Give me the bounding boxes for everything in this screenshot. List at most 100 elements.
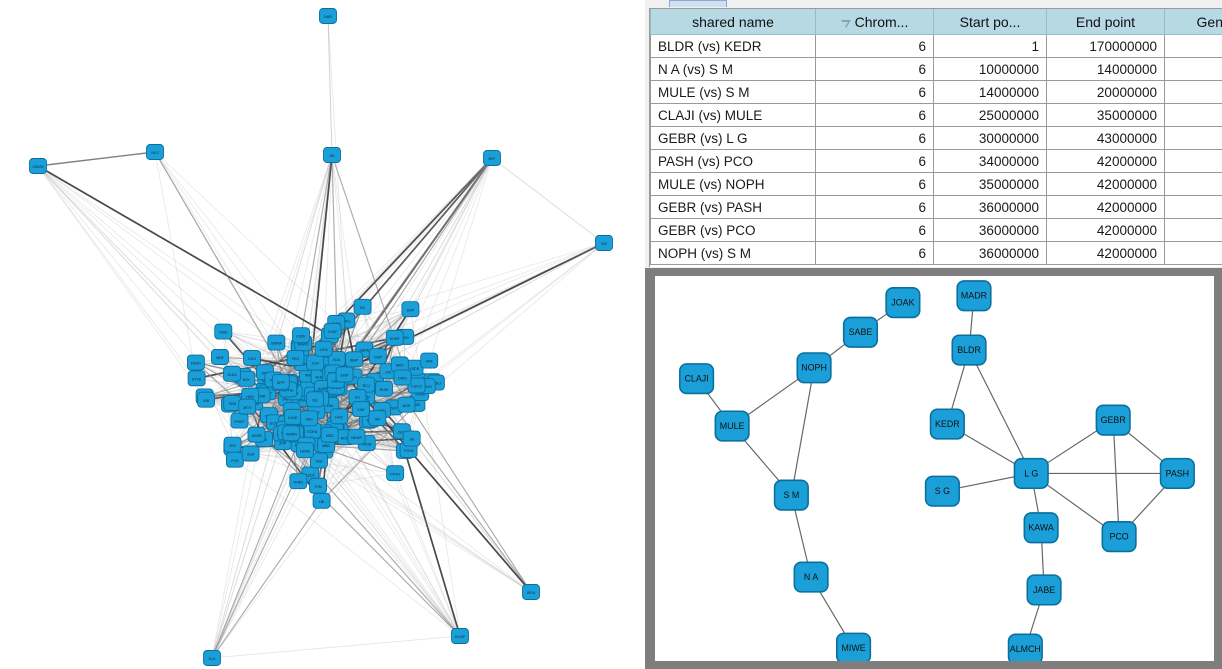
sub-network-node[interactable]: S G: [924, 475, 960, 507]
sub-network-node[interactable]: NOPH: [796, 352, 832, 384]
main-network-edge[interactable]: [295, 434, 532, 593]
table-row[interactable]: MULE (vs) S M614000000200000007.5: [650, 80, 1222, 104]
column-header-shared-name[interactable]: shared name: [650, 9, 816, 35]
cell-start_point[interactable]: 36000000: [933, 241, 1047, 265]
node-shape[interactable]: [187, 370, 206, 387]
main-network-edge[interactable]: [411, 438, 532, 593]
main-network-node[interactable]: FMSD: [186, 354, 205, 371]
cell-start_point[interactable]: 36000000: [933, 218, 1047, 242]
main-network-node[interactable]: NTK: [237, 370, 256, 387]
cell-chromosome[interactable]: 6: [815, 172, 934, 196]
node-shape[interactable]: [214, 323, 233, 340]
node-shape[interactable]: [951, 334, 987, 366]
main-network-edge[interactable]: [211, 385, 417, 659]
node-shape[interactable]: [241, 445, 260, 462]
cell-shared_name[interactable]: CLAJI (vs) MULE: [650, 103, 816, 127]
sub-network-node[interactable]: KEDR: [929, 408, 965, 440]
node-shape[interactable]: [522, 584, 540, 600]
main-network-node[interactable]: JPG: [223, 436, 242, 453]
main-network-edge[interactable]: [345, 157, 493, 321]
main-network-edge[interactable]: [154, 151, 304, 364]
sub-network-node[interactable]: ALMCH: [1007, 633, 1043, 661]
main-network-node[interactable]: RLMP: [451, 628, 469, 644]
node-shape[interactable]: [773, 479, 809, 511]
main-network-node[interactable]: MNF: [211, 349, 229, 365]
main-network-edge[interactable]: [315, 410, 461, 637]
node-shape[interactable]: [345, 351, 364, 368]
main-network-node[interactable]: DIJ: [353, 298, 372, 315]
cell-end_point[interactable]: 170000000: [1046, 34, 1165, 58]
cell-shared_name[interactable]: GEBR (vs) L G: [650, 126, 816, 150]
cell-genetic[interactable]: 10.5: [1164, 172, 1222, 196]
table-row[interactable]: N A (vs) S M610000000140000006.6: [650, 57, 1222, 81]
node-shape[interactable]: [1023, 512, 1059, 544]
main-network-canvas[interactable]: NURNIJJZWVMBVFKIEELARLMPJSLWDUTWRNUHMGEP…: [0, 0, 644, 669]
main-network-edge[interactable]: [317, 430, 403, 487]
main-network-edge[interactable]: [327, 15, 333, 156]
main-network-node[interactable]: BVF: [483, 150, 501, 166]
table-row[interactable]: GEBR (vs) L G6300000004300000016.9: [650, 126, 1222, 150]
main-network-node[interactable]: IBAP: [345, 351, 364, 368]
node-shape[interactable]: [397, 396, 416, 413]
node-shape[interactable]: [323, 147, 341, 163]
main-network-node[interactable]: NIJJ: [146, 144, 164, 160]
main-network-edge[interactable]: [211, 635, 461, 659]
main-network-node[interactable]: ZLDA: [223, 365, 242, 382]
node-shape[interactable]: [330, 408, 349, 425]
sub-network-node[interactable]: JOAK: [885, 287, 921, 319]
cell-start_point[interactable]: 35000000: [933, 172, 1047, 196]
main-network-node[interactable]: UUO: [243, 350, 261, 366]
node-shape[interactable]: [1026, 574, 1062, 606]
main-network-node[interactable]: JWWN: [282, 425, 301, 442]
node-shape[interactable]: [335, 366, 354, 383]
cell-end_point[interactable]: 42000000: [1046, 241, 1165, 265]
main-network-node[interactable]: RUW: [375, 380, 393, 397]
main-network-node[interactable]: FVH: [225, 451, 244, 468]
node-shape[interactable]: [347, 428, 366, 445]
main-network-edge[interactable]: [37, 165, 277, 343]
node-shape[interactable]: [386, 465, 405, 482]
cell-genetic[interactable]: 5.9: [1164, 103, 1222, 127]
cell-genetic[interactable]: 192.0: [1164, 34, 1222, 58]
cell-shared_name[interactable]: BLDR (vs) KEDR: [650, 34, 816, 58]
node-shape[interactable]: [351, 401, 370, 417]
main-network-edge[interactable]: [234, 459, 461, 637]
main-network-node[interactable]: PJN: [309, 477, 327, 494]
main-network-node[interactable]: IMI: [368, 410, 387, 427]
cell-start_point[interactable]: 25000000: [933, 103, 1047, 127]
sub-network-canvas[interactable]: JOAK SABE NOPH CLAJI MULE S M N A MIWE MADR BLDR K…: [655, 276, 1214, 661]
cell-chromosome[interactable]: 6: [815, 34, 934, 58]
main-network-node[interactable]: NGK: [397, 396, 416, 413]
main-network-node[interactable]: ISIU: [310, 452, 328, 469]
node-shape[interactable]: [223, 436, 242, 453]
sub-network-node[interactable]: MIWE: [835, 632, 872, 661]
cell-end_point[interactable]: 42000000: [1046, 195, 1165, 219]
cell-chromosome[interactable]: 6: [815, 149, 934, 173]
main-network-node[interactable]: FKO: [286, 350, 305, 366]
cell-chromosome[interactable]: 6: [815, 195, 934, 219]
cell-chromosome[interactable]: 6: [815, 241, 934, 265]
main-network-node[interactable]: RHRJ: [289, 473, 308, 490]
main-network-edge[interactable]: [491, 157, 605, 244]
cell-start_point[interactable]: 30000000: [933, 126, 1047, 150]
column-header-start-point[interactable]: Start po...: [933, 9, 1047, 35]
main-network-node[interactable]: JIA: [402, 430, 421, 447]
main-network-node[interactable]: ZJFA: [314, 340, 333, 357]
node-shape[interactable]: [929, 408, 965, 440]
node-shape[interactable]: [1095, 404, 1131, 436]
main-network-edge[interactable]: [211, 500, 323, 659]
node-shape[interactable]: [368, 410, 387, 427]
node-shape[interactable]: [310, 452, 328, 469]
node-shape[interactable]: [1013, 457, 1049, 490]
sub-network-edge[interactable]: [968, 349, 1032, 474]
node-shape[interactable]: [271, 373, 290, 390]
node-shape[interactable]: [197, 391, 216, 408]
main-network-node[interactable]: CWP: [368, 348, 387, 365]
node-shape[interactable]: [483, 150, 501, 166]
table-scroll-area[interactable]: shared name Chrom... Start po... End poi…: [649, 8, 1222, 267]
node-shape[interactable]: [186, 354, 205, 371]
main-network-node[interactable]: AGEB: [247, 426, 266, 443]
node-shape[interactable]: [1159, 457, 1195, 490]
main-network-edge[interactable]: [317, 408, 362, 486]
node-shape[interactable]: [267, 334, 286, 351]
